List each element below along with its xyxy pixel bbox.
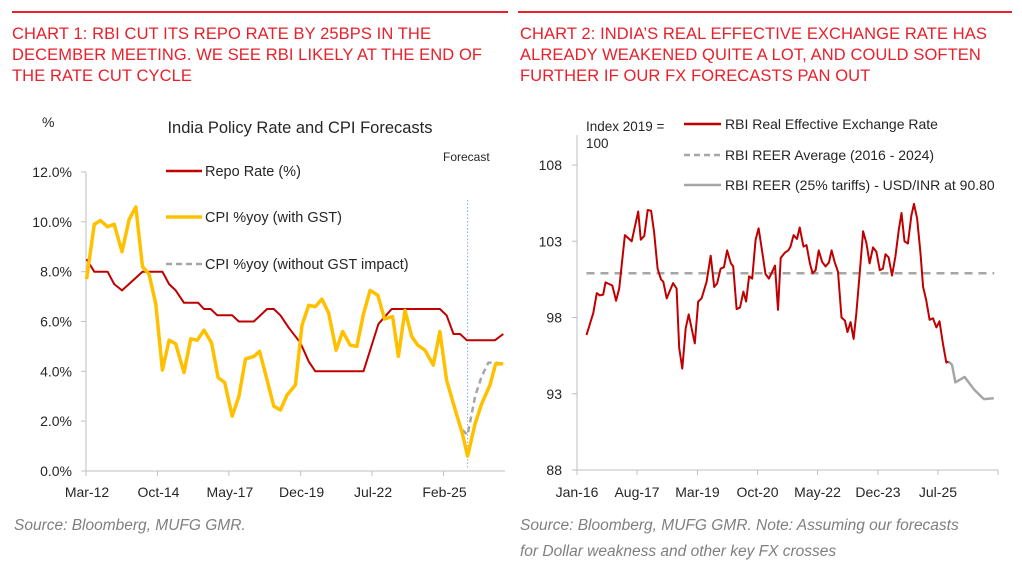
x-tick-label: Mar-12 bbox=[65, 484, 110, 500]
y-axis-label: % bbox=[42, 114, 54, 130]
header-rule-left bbox=[12, 11, 508, 13]
y-axis-label: Index 2019 = bbox=[586, 119, 665, 134]
x-tick-label: Dec-19 bbox=[279, 484, 324, 500]
y-tick-label: 4.0% bbox=[40, 363, 72, 379]
chart1-title: India Policy Rate and CPI Forecasts bbox=[167, 119, 432, 137]
chart1-heading: CHART 1: RBI CUT ITS REPO RATE BY 25BPS … bbox=[12, 25, 483, 85]
x-tick-label: Jul-25 bbox=[919, 484, 957, 500]
y-tick-label: 103 bbox=[539, 233, 563, 249]
x-tick-label: Jan-16 bbox=[556, 484, 599, 500]
series-line-cpi-yoy-with-gst- bbox=[84, 205, 504, 458]
legend-label: CPI %yoy (with GST) bbox=[205, 210, 342, 226]
y-tick-label: 0.0% bbox=[40, 463, 72, 479]
legend-label: Repo Rate (%) bbox=[205, 164, 301, 180]
y-tick-label: 6.0% bbox=[40, 314, 72, 330]
y-tick-label: 2.0% bbox=[40, 413, 72, 429]
series-line-rbi-real-effective-exchange-rate bbox=[585, 202, 949, 370]
x-tick-label: Oct-20 bbox=[736, 484, 778, 500]
y-tick-label: 88 bbox=[546, 462, 562, 478]
x-tick-label: Oct-14 bbox=[137, 484, 179, 500]
y-axis-label: 100 bbox=[586, 136, 609, 151]
header-rule-right bbox=[518, 11, 1012, 13]
chart1-source: Source: Bloomberg, MUFG GMR. bbox=[14, 517, 246, 534]
legend-label: RBI Real Effective Exchange Rate bbox=[725, 116, 938, 132]
x-tick-label: Mar-19 bbox=[675, 484, 720, 500]
series-line-rbi-reer-25-tariffs-usd-inr-at-90-80 bbox=[947, 360, 994, 401]
x-tick-label: Feb-25 bbox=[422, 484, 467, 500]
chart2-source: Source: Bloomberg, MUFG GMR. Note: Assum… bbox=[520, 517, 959, 560]
legend-label: RBI REER Average (2016 - 2024) bbox=[725, 147, 934, 163]
y-tick-label: 10.0% bbox=[32, 214, 72, 230]
y-tick-label: 108 bbox=[539, 157, 563, 173]
y-tick-label: 98 bbox=[546, 310, 562, 326]
x-tick-label: Dec-23 bbox=[855, 484, 900, 500]
x-tick-label: Aug-17 bbox=[614, 484, 659, 500]
forecast-annotation: Forecast bbox=[443, 150, 490, 164]
chart2-heading: CHART 2: INDIA’S REAL EFFECTIVE EXCHANGE… bbox=[520, 25, 987, 85]
legend-label: RBI REER (25% tariffs) - USD/INR at 90.8… bbox=[725, 177, 995, 193]
series-line-repo-rate- bbox=[85, 258, 504, 373]
y-tick-label: 12.0% bbox=[32, 164, 72, 180]
x-tick-label: May-17 bbox=[207, 484, 254, 500]
y-tick-label: 93 bbox=[546, 386, 562, 402]
y-tick-label: 8.0% bbox=[40, 264, 72, 280]
legend-label: CPI %yoy (without GST impact) bbox=[205, 257, 409, 273]
x-tick-label: Jul-22 bbox=[354, 484, 392, 500]
x-tick-label: May-22 bbox=[794, 484, 841, 500]
